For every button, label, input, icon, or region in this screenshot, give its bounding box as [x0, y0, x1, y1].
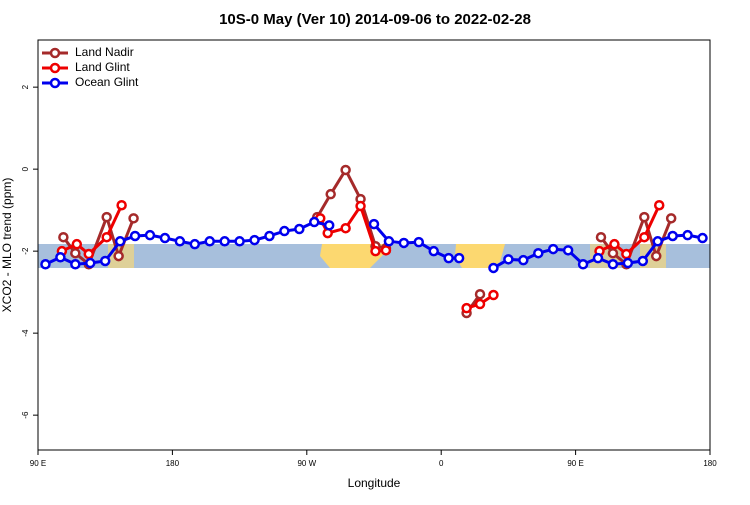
point	[323, 220, 335, 231]
point	[174, 236, 186, 247]
point	[562, 245, 574, 256]
point	[453, 252, 465, 264]
point	[652, 236, 663, 247]
y-tick-label: -2	[21, 247, 30, 255]
point	[637, 255, 649, 267]
point	[249, 234, 260, 246]
chart-title: 10S-0 May (Ver 10) 2014-09-06 to 2022-02…	[219, 11, 531, 28]
point	[368, 218, 380, 230]
point	[116, 199, 127, 211]
point	[622, 257, 634, 269]
point	[380, 245, 392, 256]
point	[665, 213, 677, 224]
point	[234, 236, 245, 247]
point	[370, 245, 381, 257]
point	[113, 250, 124, 262]
point	[144, 229, 156, 241]
x-axis-label: Longitude	[348, 476, 401, 490]
point	[340, 222, 351, 234]
point	[40, 259, 51, 270]
point	[609, 238, 620, 250]
y-tick-label: 2	[21, 84, 30, 89]
point	[83, 248, 95, 260]
point	[264, 230, 275, 242]
legend-label: Land Glint	[75, 60, 130, 74]
point	[650, 250, 662, 262]
x-tick-label: 90 E	[567, 459, 583, 468]
point	[595, 231, 607, 243]
point	[309, 216, 320, 228]
series-line	[62, 166, 673, 314]
legend-marker	[49, 62, 61, 74]
point	[204, 236, 215, 247]
point	[55, 252, 66, 263]
point	[592, 252, 604, 264]
point	[114, 236, 126, 247]
point	[547, 243, 559, 255]
point	[488, 262, 499, 274]
legend-marker	[49, 47, 61, 59]
point	[461, 302, 472, 314]
point	[101, 231, 112, 243]
legend-label: Ocean Glint	[75, 75, 139, 89]
x-tick-label: 180	[703, 459, 717, 468]
point	[189, 238, 201, 250]
point	[101, 211, 112, 223]
point	[503, 254, 514, 265]
point	[128, 213, 139, 224]
point	[159, 232, 171, 244]
x-tick-label: 90 E	[30, 459, 46, 468]
point	[325, 188, 336, 200]
point	[518, 254, 529, 266]
point	[70, 247, 81, 259]
point	[667, 230, 678, 242]
point	[58, 231, 69, 243]
point	[413, 236, 425, 248]
point	[577, 259, 589, 270]
point	[294, 223, 305, 235]
point	[340, 164, 351, 176]
point	[279, 225, 290, 237]
point	[219, 236, 230, 247]
point	[697, 232, 708, 244]
point	[607, 259, 619, 270]
point	[474, 298, 486, 310]
point	[607, 247, 619, 259]
x-tick-label: 90 W	[297, 459, 316, 468]
x-tick-label: 0	[439, 459, 444, 468]
y-tick-label: 0	[21, 166, 30, 171]
point	[129, 230, 141, 242]
point	[355, 200, 366, 212]
point	[398, 237, 410, 249]
point	[383, 236, 395, 247]
point	[443, 252, 454, 264]
point	[488, 289, 499, 301]
legend-marker	[49, 77, 61, 89]
point	[639, 231, 650, 243]
plot-frame	[37, 39, 711, 451]
y-axis-label: XCO2 - MLO trend (ppm)	[0, 178, 14, 313]
point	[533, 247, 544, 259]
y-tick-label: -4	[21, 329, 30, 337]
point	[682, 229, 693, 241]
point	[474, 288, 486, 300]
point	[71, 238, 83, 250]
point	[428, 245, 439, 257]
point	[653, 199, 665, 211]
point	[99, 255, 111, 267]
point	[639, 211, 650, 223]
y-tick-label: -6	[21, 411, 30, 419]
point	[85, 257, 96, 269]
point	[70, 259, 81, 270]
point	[621, 248, 632, 260]
x-tick-label: 180	[166, 459, 180, 468]
legend-label: Land Nadir	[75, 45, 134, 59]
